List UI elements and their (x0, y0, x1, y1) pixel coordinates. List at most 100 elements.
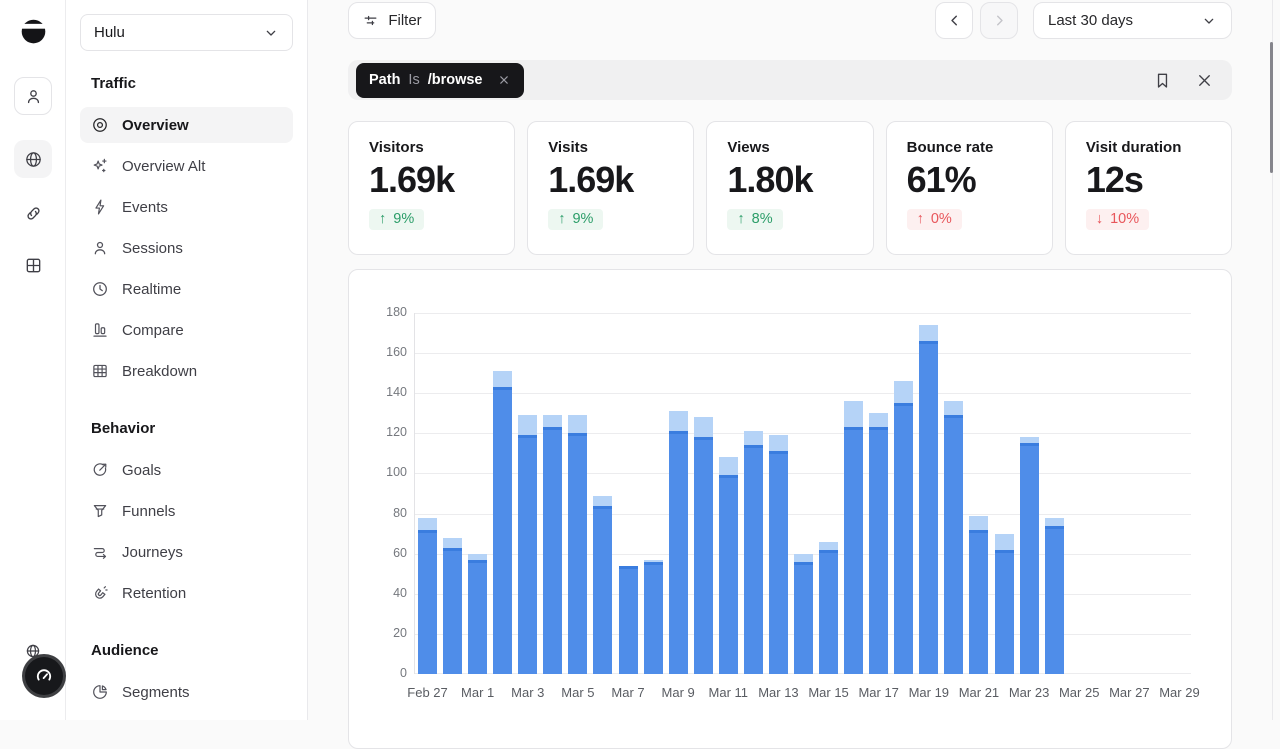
profile-rail-button[interactable] (14, 77, 52, 115)
filter-chip-value: /browse (427, 72, 483, 88)
y-axis-label: 0 (400, 666, 407, 680)
x-axis-label: Mar 29 (1159, 685, 1200, 700)
chart-bar[interactable] (693, 417, 713, 674)
person-icon (91, 239, 109, 257)
remove-filter-icon[interactable] (497, 73, 511, 87)
change-badge: ↑ 0% (906, 208, 962, 230)
lightning-icon (91, 198, 109, 216)
sidebar-item-events[interactable]: Events (80, 189, 293, 225)
links-rail-button[interactable] (14, 194, 52, 232)
sidebar-item-sessions[interactable]: Sessions (80, 230, 293, 266)
sparkles-icon (91, 157, 109, 175)
icon-rail (0, 0, 66, 720)
chevron-left-icon (946, 12, 963, 29)
chart-bar[interactable] (1044, 518, 1064, 674)
scrollbar-thumb[interactable] (1270, 42, 1273, 173)
chart-bar-dark-segment (969, 530, 989, 674)
stat-card-visits[interactable]: Visits 1.69k ↑ 9% (527, 121, 695, 255)
chart-bar[interactable] (443, 538, 463, 674)
chart-bar-light-segment (944, 401, 964, 415)
chart-bar-dark-segment (493, 387, 513, 674)
chart-bar[interactable] (919, 325, 939, 674)
chart-bar[interactable] (894, 381, 914, 674)
chart-bar[interactable] (969, 516, 989, 674)
stat-card-bounce-rate[interactable]: Bounce rate 61% ↑ 0% (885, 121, 1053, 255)
chart-bar[interactable] (568, 415, 588, 674)
chart-bar[interactable] (468, 554, 488, 674)
sidebar-item-overview[interactable]: Overview (80, 107, 293, 143)
chart-bar-dark-segment (443, 548, 463, 674)
sidebar-item-funnels[interactable]: Funnels (80, 493, 293, 529)
chart-bar-dark-segment (518, 435, 538, 674)
app-logo-icon[interactable] (20, 18, 47, 45)
stat-card-visit-duration[interactable]: Visit duration 12s ↓ 10% (1064, 121, 1233, 255)
chart-bar[interactable] (618, 566, 638, 674)
change-badge: ↑ 9% (369, 208, 425, 230)
chart-bar[interactable] (518, 415, 538, 674)
x-axis-label: Mar 9 (661, 685, 695, 700)
speed-help-button[interactable] (22, 654, 66, 698)
stat-cards-row: Visitors 1.69k ↑ 9% Visits 1.69k ↑ 9% View… (348, 121, 1233, 255)
stat-card-visitors[interactable]: Visitors 1.69k ↑ 9% (348, 121, 516, 255)
chart-bar-light-segment (568, 415, 588, 433)
chart-bar-light-segment (443, 538, 463, 548)
stat-value: 12s (1085, 159, 1144, 200)
chart-bar[interactable] (643, 560, 663, 674)
chart-bar[interactable] (794, 554, 813, 674)
x-axis-label: Mar 19 (908, 685, 950, 700)
clear-filters-button[interactable] (1195, 71, 1214, 90)
sidebar-item-retention[interactable]: Retention (80, 575, 293, 611)
chart-bar[interactable] (869, 413, 889, 674)
chart-bar[interactable] (593, 496, 613, 674)
next-period-button[interactable] (980, 2, 1018, 39)
sidebar-item-realtime[interactable]: Realtime (80, 271, 293, 307)
chart-bar-light-segment (718, 457, 738, 475)
chart-bar[interactable] (418, 518, 438, 674)
chart-bar[interactable] (543, 415, 563, 674)
sidebar-item-segments[interactable]: Segments (80, 674, 293, 710)
chart-bar-dark-segment (1019, 443, 1039, 674)
pie-chart-icon (91, 683, 109, 701)
chart-bar[interactable] (493, 371, 513, 674)
chart-bar[interactable] (668, 411, 688, 674)
chart-bar[interactable] (743, 431, 763, 674)
sidebar-item-breakdown[interactable]: Breakdown (80, 353, 293, 389)
filter-button[interactable]: Filter (348, 2, 436, 39)
stat-card-views[interactable]: Views 1.80k ↑ 8% (706, 121, 874, 255)
chart-bar[interactable] (944, 401, 964, 674)
sidebar-item-journeys[interactable]: Journeys (80, 534, 293, 570)
chart-bar-light-segment (919, 325, 939, 341)
site-selector[interactable]: Hulu (80, 14, 293, 51)
sites-rail-button[interactable] (14, 140, 52, 178)
chart-gridline (415, 313, 1191, 314)
x-axis-label: Feb 27 (407, 685, 448, 700)
sidebar-item-compare[interactable]: Compare (80, 312, 293, 348)
gauge-icon (32, 664, 56, 688)
chart-bar-dark-segment (919, 341, 939, 674)
chart-bar-dark-segment (668, 431, 688, 674)
chart-bar[interactable] (718, 457, 738, 674)
apps-rail-button[interactable] (14, 246, 52, 284)
y-axis-label: 100 (386, 465, 407, 479)
date-range-selector[interactable]: Last 30 days (1033, 2, 1232, 39)
chart-bar[interactable] (844, 401, 864, 674)
sidebar-item-overview-alt[interactable]: Overview Alt (80, 148, 293, 184)
filter-chip[interactable]: Path Is /browse (356, 62, 524, 98)
chart-bar[interactable] (819, 542, 839, 674)
sidebar-item-goals[interactable]: Goals (80, 452, 293, 488)
chart-bar[interactable] (994, 534, 1014, 674)
chart-bar-dark-segment (618, 566, 638, 674)
scrollbar-track[interactable] (1272, 0, 1273, 720)
arrow-up-icon: ↑ (916, 210, 924, 227)
chart-bar[interactable] (768, 435, 788, 674)
funnel-icon (91, 502, 109, 520)
chart-bar[interactable] (1019, 437, 1039, 674)
chart-bar-dark-segment (894, 403, 914, 674)
x-axis-label: Mar 25 (1058, 685, 1100, 700)
chart-bar-light-segment (844, 401, 864, 427)
section-title-audience: Audience (91, 642, 159, 659)
bookmark-filter-button[interactable] (1153, 71, 1172, 90)
previous-period-button[interactable] (935, 2, 973, 39)
chart-bar-dark-segment (643, 562, 663, 674)
